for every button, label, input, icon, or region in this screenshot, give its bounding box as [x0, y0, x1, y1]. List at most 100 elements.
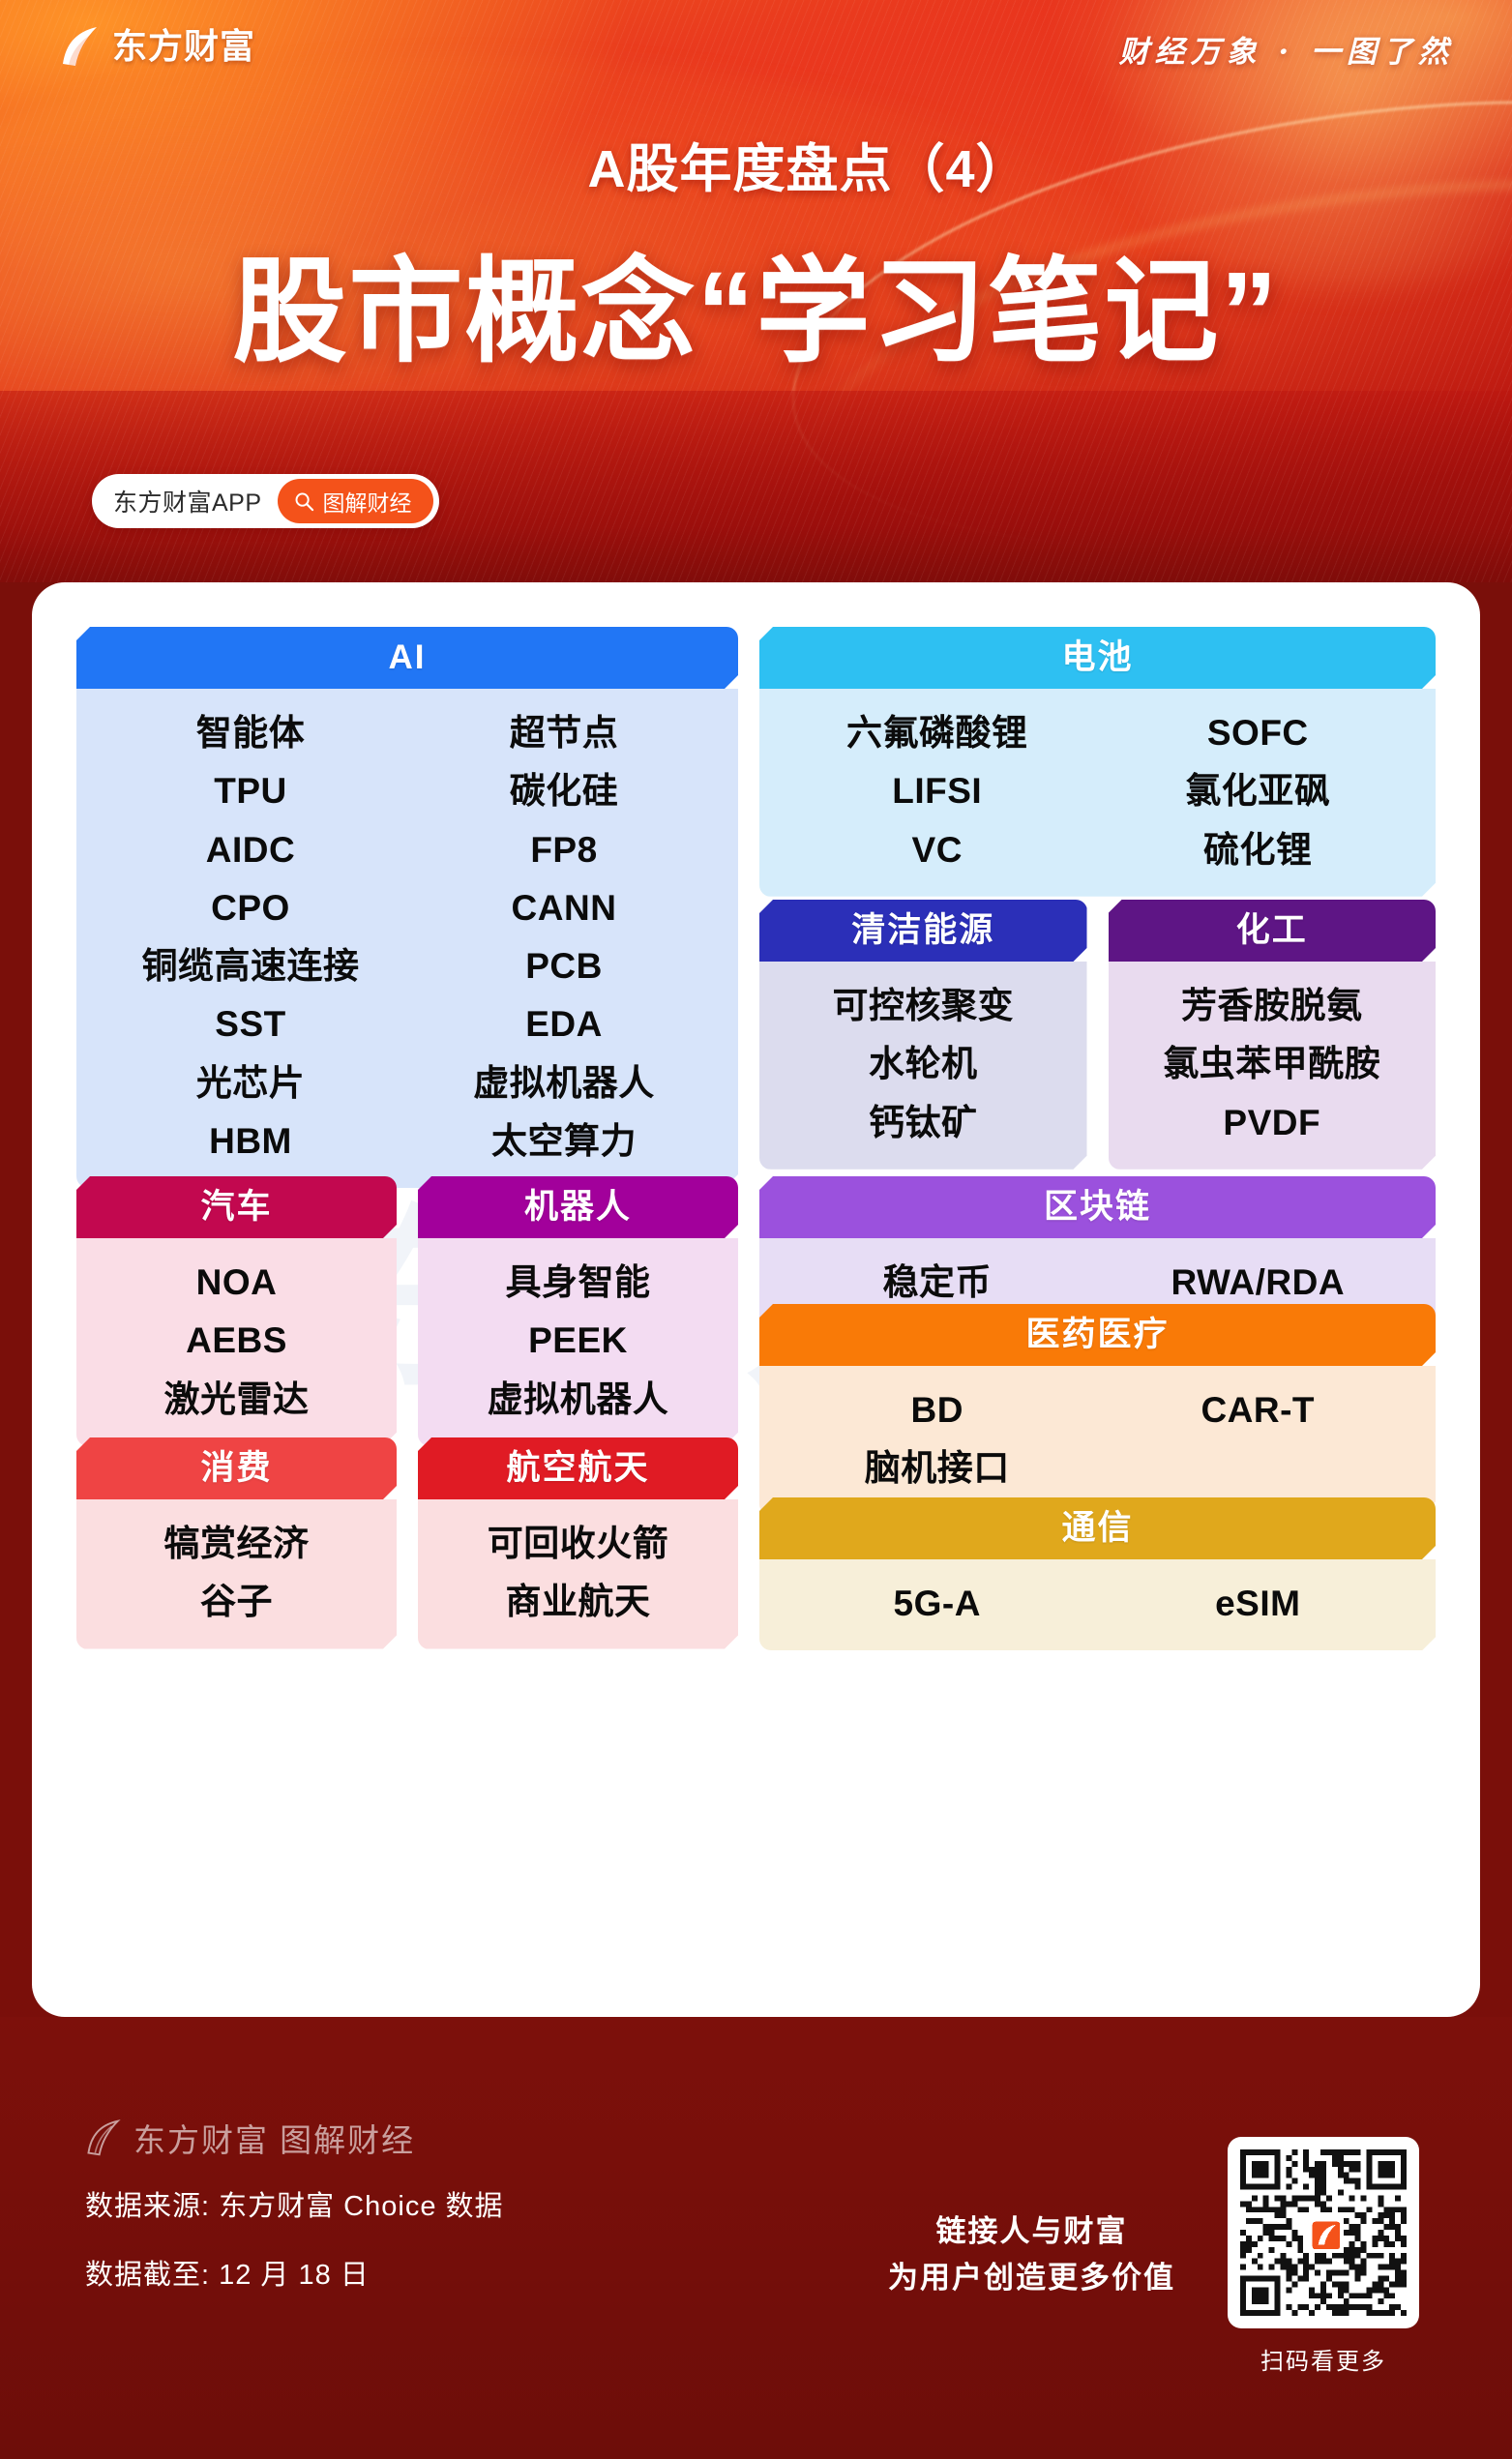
- card-pharma[interactable]: 医药医疗 BD CAR-T 脑机接口: [759, 1304, 1436, 1478]
- card-tags-auto: NOA AEBS 激光雷达: [76, 1238, 397, 1446]
- consumer-aerospace-row: 消费 犒赏经济 谷子 航空航天 可回收火箭 商业航天: [76, 1437, 738, 1604]
- card-robot[interactable]: 机器人 具身智能 PEEK 虚拟机器人: [418, 1176, 738, 1418]
- card-tags-consumer: 犒赏经济 谷子: [76, 1499, 397, 1649]
- tag-item[interactable]: 太空算力: [491, 1120, 637, 1161]
- tag-item[interactable]: AEBS: [186, 1320, 287, 1361]
- tag-item[interactable]: 六氟磷酸锂: [846, 713, 1028, 753]
- tag-item[interactable]: 碳化硅: [509, 771, 619, 812]
- series-title: A股年度盘点（4）: [587, 139, 1029, 198]
- tag-item[interactable]: 脑机接口: [864, 1448, 1010, 1489]
- card-clean-energy[interactable]: 清洁能源 可控核聚变 水轮机 钙钛矿: [759, 900, 1087, 1157]
- app-cta-button[interactable]: 图解财经: [277, 479, 433, 523]
- tag-item[interactable]: 钙钛矿: [869, 1102, 978, 1142]
- tag-item[interactable]: 虚拟机器人: [487, 1378, 669, 1419]
- search-icon: [294, 491, 314, 512]
- card-blockchain[interactable]: 区块链 稳定币 RWA/RDA: [759, 1176, 1436, 1285]
- tag-item[interactable]: 犒赏经济: [163, 1524, 310, 1563]
- footer-slogan: 链接人与财富 为用户创造更多价值: [888, 2208, 1175, 2301]
- tag-item[interactable]: 可控核聚变: [832, 986, 1014, 1025]
- tag-item[interactable]: RWA/RDA: [1171, 1262, 1346, 1302]
- tag-item[interactable]: 虚拟机器人: [473, 1062, 655, 1103]
- tag-item[interactable]: TPU: [214, 771, 287, 812]
- tag-item[interactable]: NOA: [195, 1262, 278, 1302]
- tag-item[interactable]: CPO: [211, 887, 290, 928]
- footer-data-source: 数据来源: 东方财富 Choice 数据: [85, 2191, 504, 2222]
- card-title-telecom: 通信: [759, 1497, 1436, 1559]
- tag-item[interactable]: PEEK: [528, 1320, 628, 1361]
- tag-item[interactable]: HBM: [209, 1120, 292, 1161]
- tag-item[interactable]: 智能体: [195, 713, 306, 753]
- tag-item[interactable]: 硫化锂: [1203, 829, 1313, 870]
- card-battery[interactable]: 电池 六氟磷酸锂 SOFC LIFSI 氯化亚砜 VC 硫化锂: [759, 627, 1436, 880]
- eastmoney-flame-logo-icon: [85, 2119, 122, 2156]
- footer-brand-lockup: 东方财富 图解财经: [85, 2115, 415, 2161]
- tag-item[interactable]: 水轮机: [869, 1044, 978, 1084]
- app-cta-label: 图解财经: [322, 490, 412, 516]
- page-headline: 股市概念“学习笔记”: [232, 249, 1280, 376]
- card-title-blockchain: 区块链: [759, 1176, 1436, 1238]
- tag-item[interactable]: BD: [910, 1390, 964, 1430]
- card-ai[interactable]: AI 智能体 超节点 TPU 碳化硅 AIDC FP8 CPO CANN 铜缆高…: [76, 627, 738, 1157]
- tag-item[interactable]: VC: [911, 829, 963, 870]
- footer-brand-text: 东方财富 图解财经: [133, 2122, 416, 2158]
- card-auto[interactable]: 汽车 NOA AEBS 激光雷达: [76, 1176, 397, 1418]
- app-name-label: 东方财富APP: [113, 489, 262, 517]
- tag-item[interactable]: 稳定币: [882, 1262, 992, 1302]
- tag-item[interactable]: CANN: [511, 887, 617, 928]
- concept-grid: AI 智能体 超节点 TPU 碳化硅 AIDC FP8 CPO CANN 铜缆高…: [32, 582, 1480, 2017]
- tag-item[interactable]: LIFSI: [892, 771, 983, 812]
- tag-item[interactable]: PVDF: [1223, 1102, 1321, 1142]
- tag-item[interactable]: eSIM: [1215, 1584, 1301, 1623]
- card-title-clean-energy: 清洁能源: [759, 900, 1087, 962]
- tag-item[interactable]: 铜缆高速连接: [141, 946, 360, 986]
- tag-item[interactable]: EDA: [525, 1004, 603, 1045]
- card-title-pharma: 医药医疗: [759, 1304, 1436, 1366]
- tag-item[interactable]: 谷子: [200, 1582, 273, 1622]
- tag-item[interactable]: FP8: [530, 829, 598, 870]
- card-aerospace[interactable]: 航空航天 可回收火箭 商业航天: [418, 1437, 738, 1604]
- tag-item[interactable]: 激光雷达: [163, 1378, 310, 1419]
- card-telecom[interactable]: 通信 5G-A eSIM: [759, 1497, 1436, 1592]
- card-tags-robot: 具身智能 PEEK 虚拟机器人: [418, 1238, 738, 1446]
- card-title-auto: 汽车: [76, 1176, 397, 1238]
- card-tags-pharma: BD CAR-T 脑机接口: [759, 1366, 1436, 1516]
- card-consumer[interactable]: 消费 犒赏经济 谷子: [76, 1437, 397, 1604]
- concept-panel: 东方财富 AI 智能体 超节点 TPU 碳化硅 AIDC FP8 CPO CAN…: [32, 582, 1480, 2017]
- footer-slogan-line-1: 链接人与财富: [935, 2214, 1128, 2248]
- card-title-ai: AI: [76, 627, 738, 689]
- page-footer: 东方财富 图解财经 数据来源: 东方财富 Choice 数据 数据截至: 12 …: [0, 2017, 1512, 2459]
- card-tags-chemicals: 芳香胺脱氨 氯虫苯甲酰胺 PVDF: [1109, 962, 1437, 1170]
- tag-item[interactable]: AIDC: [205, 829, 296, 870]
- series-row: 20 25 A股年度盘点（4）: [483, 122, 1028, 205]
- qr-block[interactable]: 扫码看更多: [1228, 2137, 1419, 2376]
- tag-item[interactable]: 可回收火箭: [487, 1524, 669, 1563]
- tag-item[interactable]: 氯化亚砜: [1185, 771, 1331, 812]
- tag-item[interactable]: 具身智能: [505, 1262, 651, 1302]
- app-promo-pill[interactable]: 东方财富APP 图解财经: [92, 474, 439, 528]
- card-tags-telecom: 5G-A eSIM: [759, 1559, 1436, 1650]
- qr-code-icon[interactable]: [1228, 2137, 1419, 2328]
- card-title-chemicals: 化工: [1109, 900, 1437, 962]
- tag-item[interactable]: SST: [215, 1004, 286, 1045]
- tag-item[interactable]: 芳香胺脱氨: [1181, 986, 1363, 1025]
- tag-item[interactable]: SOFC: [1206, 713, 1309, 753]
- tag-item[interactable]: PCB: [525, 946, 603, 986]
- tag-item[interactable]: 光芯片: [195, 1062, 306, 1103]
- tag-item[interactable]: 商业航天: [505, 1582, 651, 1622]
- hero-tagline: 财经万象 · 一图了然: [1118, 35, 1454, 70]
- card-tags-battery: 六氟磷酸锂 SOFC LIFSI 氯化亚砜 VC 硫化锂: [759, 689, 1436, 897]
- tag-item[interactable]: CAR-T: [1201, 1390, 1316, 1430]
- auto-robot-row: 汽车 NOA AEBS 激光雷达 机器人 具身智能 PEEK 虚拟机器人: [76, 1176, 738, 1418]
- year-badge-2025: 20 25: [483, 122, 566, 205]
- tag-item[interactable]: 氯虫苯甲酰胺: [1163, 1044, 1381, 1084]
- year-badge-bottom: 25: [503, 159, 547, 203]
- tag-item[interactable]: 5G-A: [893, 1584, 981, 1623]
- card-chemicals[interactable]: 化工 芳香胺脱氨 氯虫苯甲酰胺 PVDF: [1109, 900, 1437, 1157]
- brand-lockup: 东方财富: [60, 25, 255, 68]
- qr-caption: 扫码看更多: [1260, 2349, 1386, 2375]
- card-tags-ai: 智能体 超节点 TPU 碳化硅 AIDC FP8 CPO CANN 铜缆高速连接…: [76, 689, 738, 1188]
- card-title-aerospace: 航空航天: [418, 1437, 738, 1499]
- right-column: 电池 六氟磷酸锂 SOFC LIFSI 氯化亚砜 VC 硫化锂 清洁能源 可控核…: [759, 627, 1436, 1978]
- card-title-robot: 机器人: [418, 1176, 738, 1238]
- tag-item[interactable]: 超节点: [509, 713, 619, 753]
